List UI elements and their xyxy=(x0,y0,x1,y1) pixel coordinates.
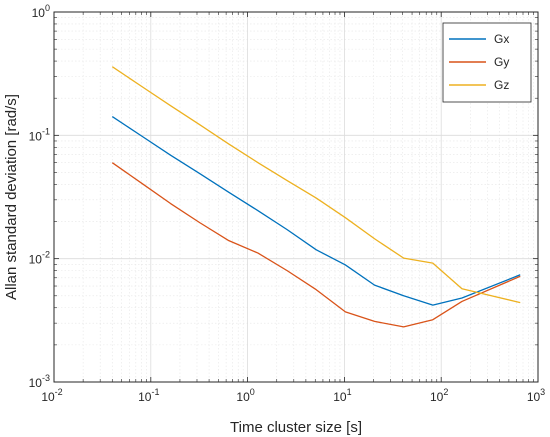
x-axis-label: Time cluster size [s] xyxy=(230,419,362,436)
y-tick-label: 10-2 xyxy=(29,250,50,267)
x-tick-label: 100 xyxy=(236,387,254,404)
legend-label-gy: Gy xyxy=(494,55,509,69)
legend-label-gx: Gx xyxy=(494,32,509,46)
x-tick-label: 10-2 xyxy=(41,387,62,404)
series-line-gy xyxy=(111,162,521,328)
y-tick-labels: 10-3 10-2 10-1 100 xyxy=(29,3,50,390)
legend: Gx Gy Gz xyxy=(442,22,532,103)
series-line-gx xyxy=(111,116,521,306)
axis-ticks xyxy=(53,11,539,383)
y-tick-label: 10-3 xyxy=(29,373,50,390)
y-axis-label: Allan standard deviation [rad/s] xyxy=(3,94,20,300)
x-tick-label: 101 xyxy=(333,387,351,404)
minor-grid xyxy=(54,12,538,382)
series-layer xyxy=(111,66,521,328)
x-tick-label: 103 xyxy=(527,387,545,404)
y-tick-label: 100 xyxy=(32,3,50,20)
legend-label-gz: Gz xyxy=(494,78,509,92)
x-tick-labels: 10-2 10-1 100 101 102 103 xyxy=(41,387,545,404)
x-tick-label: 10-1 xyxy=(138,387,159,404)
axes-box xyxy=(53,11,539,383)
x-tick-label: 102 xyxy=(430,387,448,404)
series-line-gz xyxy=(111,66,521,304)
y-tick-label: 10-1 xyxy=(29,126,50,143)
